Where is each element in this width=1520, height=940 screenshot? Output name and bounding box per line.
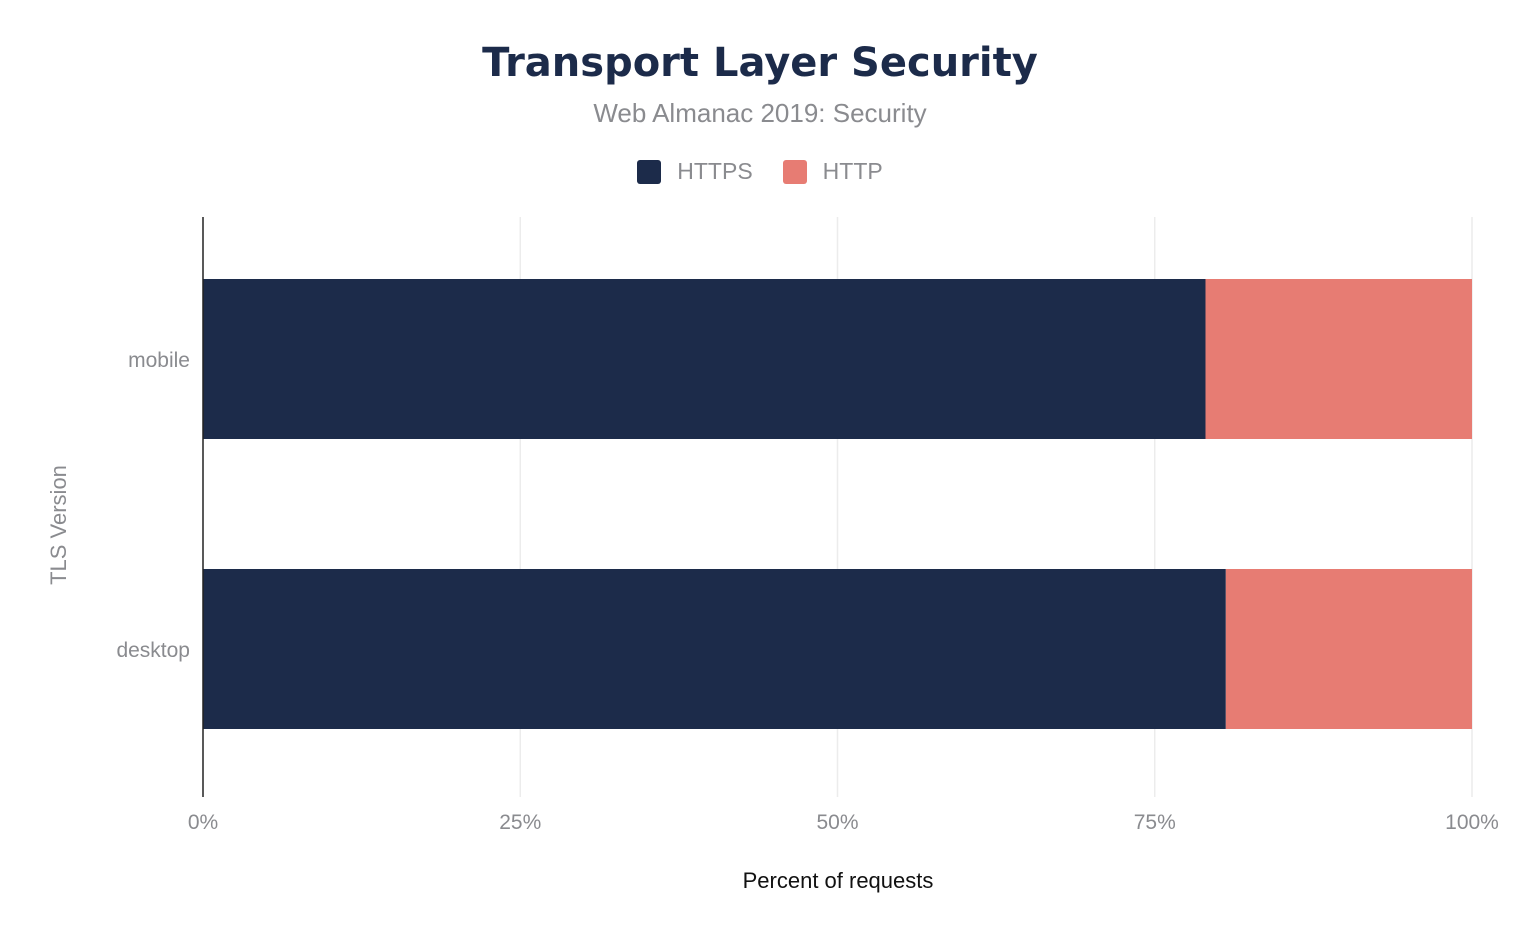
legend-item-https[interactable]: HTTPS xyxy=(637,158,753,185)
y-tick-label: desktop xyxy=(116,639,190,662)
y-tick-label: mobile xyxy=(128,349,190,372)
legend-item-http[interactable]: HTTP xyxy=(782,158,883,185)
x-tick-label: 50% xyxy=(816,811,858,834)
x-tick-label: 25% xyxy=(499,811,541,834)
legend: HTTPS HTTP xyxy=(0,158,1520,185)
x-tick-label: 100% xyxy=(1445,811,1499,834)
x-tick-label: 75% xyxy=(1134,811,1176,834)
bar-mobile-https[interactable] xyxy=(203,279,1206,439)
legend-swatch-http xyxy=(782,159,807,184)
chart-subtitle: Web Almanac 2019: Security xyxy=(593,98,927,128)
chart-title: Transport Layer Security xyxy=(482,40,1038,86)
bar-mobile-http[interactable] xyxy=(1205,279,1472,439)
bar-desktop-http[interactable] xyxy=(1225,569,1472,729)
y-axis-title: TLS Version xyxy=(46,465,71,585)
x-axis-title: Percent of requests xyxy=(743,868,934,893)
x-tick-label: 0% xyxy=(188,811,218,834)
legend-swatch-https xyxy=(637,159,662,184)
legend-label-https: HTTPS xyxy=(677,158,753,184)
legend-label-http: HTTP xyxy=(822,158,883,184)
bar-desktop-https[interactable] xyxy=(203,569,1226,729)
